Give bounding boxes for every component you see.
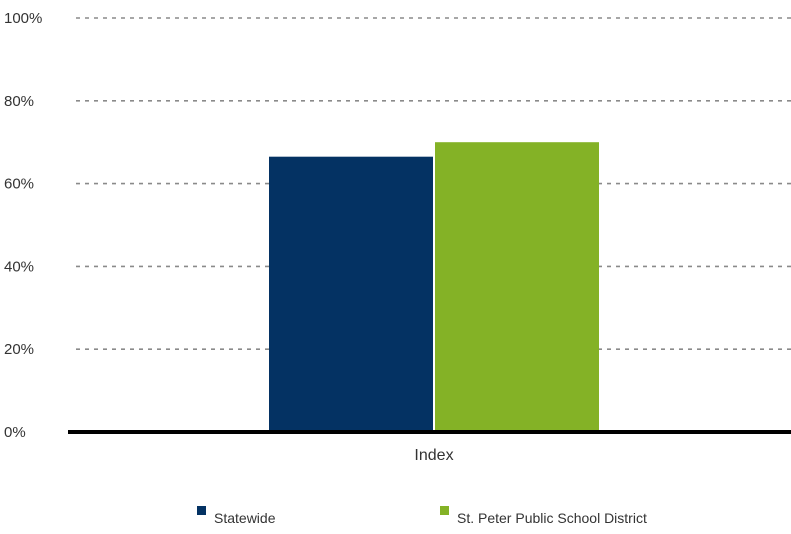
bar-st-peter-public-school-district [435, 142, 599, 432]
bars [269, 142, 599, 432]
y-tick-label-100: 100% [4, 10, 42, 27]
legend-label-2: St. Peter Public School District [457, 510, 647, 526]
x-tick-label-0: Index [414, 447, 453, 464]
legend-swatch-2 [440, 506, 449, 515]
y-tick-label-0: 0% [4, 424, 26, 441]
bar-statewide [269, 156, 433, 432]
y-tick-label-20: 20% [4, 341, 34, 358]
legend-label-1: Statewide [214, 510, 276, 526]
y-tick-label-60: 60% [4, 176, 34, 193]
legend-swatch-1 [197, 506, 206, 515]
y-tick-label-40: 40% [4, 258, 34, 275]
y-tick-label-80: 80% [4, 93, 34, 110]
x-axis-tick-labels: Index [414, 447, 453, 464]
legend: Statewide St. Peter Public School Distric… [197, 506, 647, 526]
gridlines [76, 17, 791, 351]
y-axis-tick-labels: 0% 20% 40% 60% 80% 100% [4, 10, 42, 441]
